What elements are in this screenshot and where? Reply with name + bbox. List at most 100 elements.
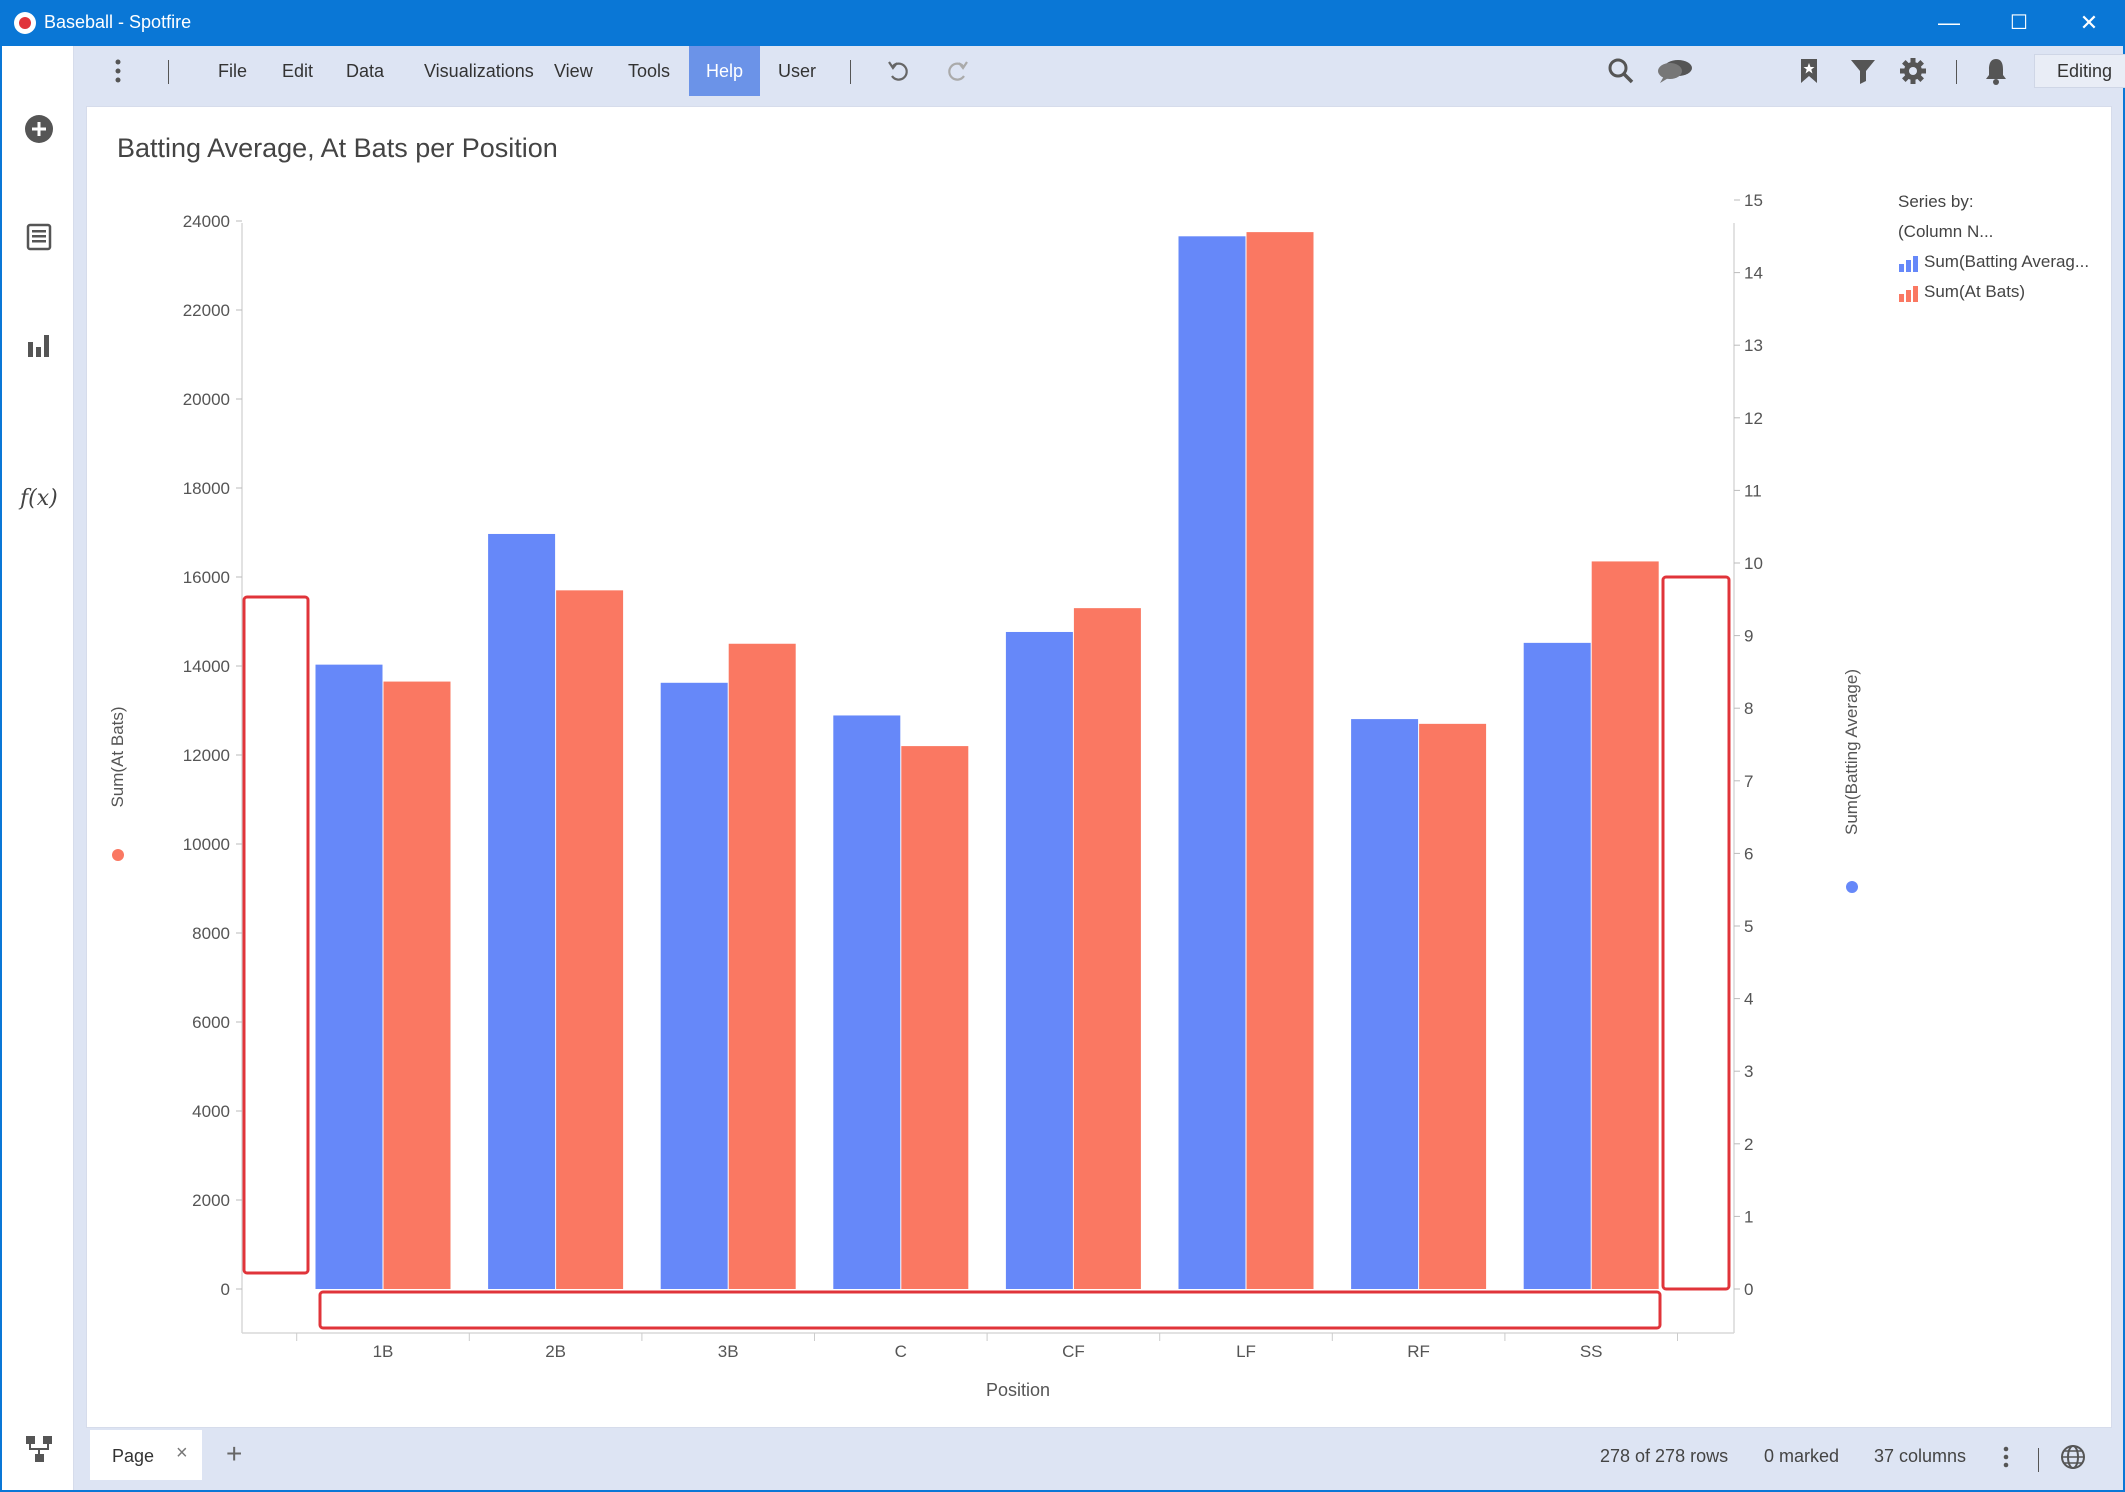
- undo-icon[interactable]: [884, 56, 914, 86]
- menu-separator: [850, 60, 851, 84]
- bar-at-bats[interactable]: [1419, 723, 1487, 1289]
- maximize-button[interactable]: ☐: [2010, 12, 2028, 34]
- legend: Series by: (Column N... Sum(Batting Aver…: [1898, 187, 2098, 307]
- legend-label: Sum(At Bats): [1924, 282, 2026, 301]
- bar-batting-average[interactable]: [1523, 642, 1591, 1289]
- fx-icon[interactable]: f(x): [20, 486, 58, 511]
- y-right-axis-marker: [1846, 881, 1858, 893]
- bar-batting-average[interactable]: [660, 682, 728, 1289]
- menu-separator: [1956, 60, 1957, 84]
- marked-count: 0 marked: [1764, 1446, 1840, 1466]
- y-left-tick-label: 20000: [183, 390, 230, 409]
- legend-item-at-bats[interactable]: Sum(At Bats): [1898, 277, 2098, 307]
- bar-at-bats[interactable]: [556, 590, 624, 1289]
- add-page-button[interactable]: +: [226, 1438, 243, 1469]
- y-right-tick-label: 9: [1744, 627, 1753, 646]
- y-left-tick-label: 14000: [183, 657, 230, 676]
- highlight-left-axis-box: [242, 595, 310, 1275]
- menu-user[interactable]: User: [778, 61, 817, 81]
- close-button[interactable]: ✕: [2079, 10, 2099, 35]
- bar-batting-average[interactable]: [1005, 631, 1073, 1289]
- page-tab-label: Page: [112, 1446, 155, 1466]
- y-left-tick-label: 4000: [192, 1102, 230, 1121]
- more-vertical-icon[interactable]: [108, 56, 128, 86]
- notifications-icon[interactable]: [1981, 56, 2011, 86]
- mode-select[interactable]: Editing: [2034, 54, 2125, 88]
- window-title: Baseball - Spotfire: [44, 12, 192, 32]
- y-right-tick-label: 2: [1744, 1135, 1753, 1154]
- bar-at-bats[interactable]: [901, 746, 969, 1289]
- y-left-tick-label: 6000: [192, 1013, 230, 1032]
- y-left-tick-label: 0: [221, 1280, 230, 1299]
- close-tab-icon[interactable]: ×: [176, 1442, 188, 1464]
- y-left-tick-label: 8000: [192, 924, 230, 943]
- legend-label: Sum(Batting Averag...: [1924, 252, 2090, 271]
- y-right-tick-label: 5: [1744, 917, 1753, 936]
- y-left-tick-label: 24000: [183, 212, 230, 231]
- y-right-tick-label: 0: [1744, 1280, 1753, 1299]
- minimize-button[interactable]: —: [1938, 10, 1960, 35]
- bookmark-icon[interactable]: [1794, 56, 1824, 86]
- x-tick-label: RF: [1407, 1342, 1430, 1361]
- bar-at-bats[interactable]: [1073, 608, 1141, 1289]
- x-axis-title: Position: [986, 1380, 1050, 1400]
- spotfire-logo-icon: [14, 12, 36, 34]
- menu-visualizations[interactable]: Visualizations: [424, 61, 534, 81]
- x-tick-label: 3B: [718, 1342, 739, 1361]
- x-tick-label: CF: [1062, 1342, 1085, 1361]
- legend-bar-icon: [1899, 255, 1918, 272]
- menu-edit[interactable]: Edit: [282, 61, 314, 81]
- settings-icon[interactable]: [1898, 56, 1928, 86]
- x-tick-label: LF: [1236, 1342, 1256, 1361]
- search-icon[interactable]: [1606, 56, 1636, 86]
- y-right-axis-title: Sum(Batting Average): [1842, 669, 1861, 835]
- legend-subheader[interactable]: (Column N...: [1898, 222, 1994, 241]
- menu-view[interactable]: View: [554, 61, 593, 81]
- x-tick-label: 2B: [545, 1342, 566, 1361]
- bar-chart-icon[interactable]: [24, 330, 54, 360]
- bar-batting-average[interactable]: [1178, 236, 1246, 1289]
- legend-item-batting-average[interactable]: Sum(Batting Averag...: [1898, 247, 2098, 277]
- redo-icon[interactable]: [942, 56, 972, 86]
- highlight-right-axis-box: [1661, 575, 1731, 1291]
- data-table-icon[interactable]: [24, 222, 54, 252]
- filter-icon[interactable]: [1848, 56, 1878, 86]
- data-flow-icon[interactable]: [24, 1434, 54, 1464]
- y-right-tick-label: 10: [1744, 554, 1763, 573]
- bar-at-bats[interactable]: [1246, 232, 1314, 1289]
- y-right-tick-label: 6: [1744, 844, 1753, 863]
- y-right-tick-label: 15: [1744, 191, 1763, 210]
- menu-help[interactable]: Help: [689, 46, 760, 96]
- y-right-tick-label: 8: [1744, 699, 1753, 718]
- menu-file[interactable]: File: [218, 61, 248, 81]
- menu-bar: File Edit Data Visualizations View Tools…: [76, 46, 2125, 96]
- bar-batting-average[interactable]: [488, 533, 556, 1289]
- left-rail: f(x): [2, 46, 74, 1490]
- bar-at-bats[interactable]: [383, 681, 451, 1289]
- y-right-tick-label: 14: [1744, 264, 1763, 283]
- y-right-tick-label: 4: [1744, 990, 1753, 1009]
- visualization-title: Batting Average, At Bats per Position: [117, 133, 558, 163]
- menu-data[interactable]: Data: [346, 61, 385, 81]
- bar-chart: 0200040006000800010000120001400016000180…: [108, 191, 1861, 1400]
- comments-icon[interactable]: [1656, 56, 1696, 86]
- page-tab[interactable]: Page ×: [90, 1430, 202, 1480]
- globe-icon[interactable]: [2058, 1442, 2088, 1472]
- bar-batting-average[interactable]: [315, 664, 383, 1289]
- bar-batting-average[interactable]: [1351, 719, 1419, 1289]
- bar-at-bats[interactable]: [728, 643, 796, 1289]
- menu-tools[interactable]: Tools: [628, 61, 671, 81]
- y-left-tick-label: 10000: [183, 835, 230, 854]
- add-icon[interactable]: [24, 114, 54, 144]
- status-separator: [2038, 1448, 2039, 1472]
- bar-at-bats[interactable]: [1591, 561, 1659, 1289]
- y-right-tick-label: 7: [1744, 772, 1753, 791]
- more-vertical-icon[interactable]: [1996, 1442, 2016, 1472]
- x-tick-label: 1B: [373, 1342, 394, 1361]
- y-right-tick-label: 13: [1744, 336, 1763, 355]
- y-left-axis-marker: [112, 849, 124, 861]
- y-right-tick-label: 3: [1744, 1062, 1753, 1081]
- y-right-tick-label: 1: [1744, 1207, 1753, 1226]
- bar-batting-average[interactable]: [833, 715, 901, 1289]
- visualization-panel: Batting Average, At Bats per Position 0 2…: [86, 106, 2112, 1428]
